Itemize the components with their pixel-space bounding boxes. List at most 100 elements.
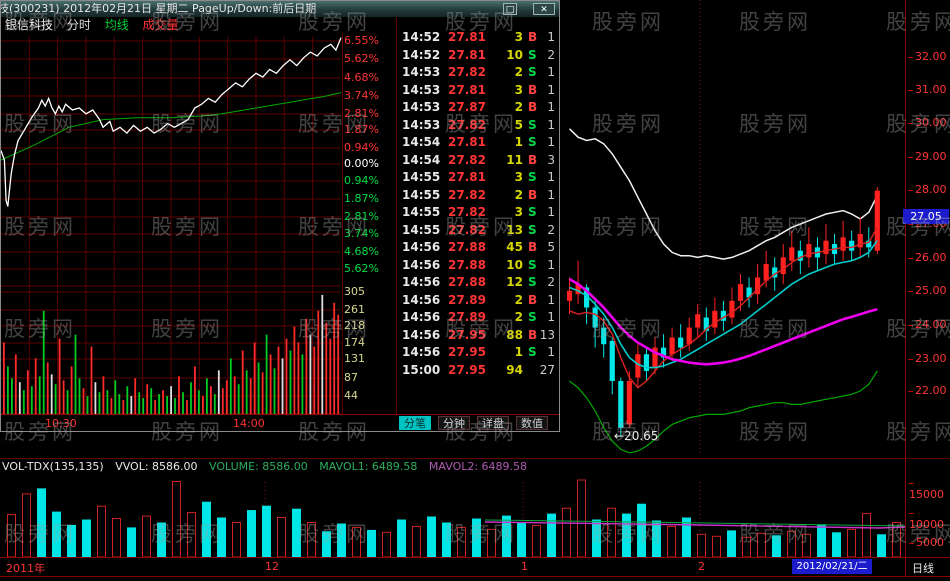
volume-bar-down — [82, 519, 91, 557]
tick-time: 14:56 — [402, 257, 441, 272]
volume-axis-label: 261 — [344, 303, 365, 316]
intraday-volume-bar — [245, 370, 248, 414]
tab-2[interactable]: 分钟 — [438, 416, 470, 430]
daily-candlestick-chart[interactable] — [560, 0, 906, 458]
intraday-volume-bar — [198, 390, 200, 414]
volume-bar-down — [817, 524, 826, 557]
candle-body — [618, 380, 624, 428]
intraday-volume-bar — [329, 338, 332, 414]
toolbar-item-chengjiaoliang[interactable]: 成交量 — [142, 18, 179, 32]
volume-bar-down — [622, 513, 631, 557]
volume-bar-up — [802, 533, 811, 557]
tab-4[interactable]: 数值 — [516, 416, 548, 430]
tab-1[interactable]: 分笔 — [399, 416, 431, 430]
tick-count: 1 — [547, 82, 555, 97]
tick-time: 14:54 — [402, 152, 441, 167]
candle-body — [746, 287, 752, 298]
popup-bottom-divider — [1, 414, 559, 415]
tick-price: 27.81 — [448, 30, 486, 44]
indicator-name: VOL-TDX(135,135) — [2, 460, 104, 473]
price-axis-label: 26.00 — [908, 252, 950, 264]
toolbar-item-fenshi[interactable]: 分时 — [66, 18, 91, 32]
intraday-volume-bar — [281, 358, 284, 414]
stock-name: 银信科技 — [5, 18, 54, 32]
volume-bar-up — [187, 512, 196, 557]
ticklist-divider — [396, 18, 397, 414]
tick-count: 13 — [539, 327, 555, 342]
tick-price: 27.82 — [448, 187, 486, 202]
tick-volume: 88 — [506, 327, 523, 342]
close-icon[interactable]: ✕ — [533, 3, 555, 15]
volume-indicator-header: VOL-TDX(135,135) VVOL: 8586.00 VOLUME: 8… — [2, 460, 535, 473]
tick-time: 14:53 — [402, 100, 441, 114]
tick-price: 27.95 — [448, 362, 486, 377]
tick-count: 1 — [547, 292, 555, 307]
vvol-value: VVOL: 8586.00 — [115, 460, 198, 473]
intraday-volume-bar — [241, 350, 244, 414]
tick-time: 14:53 — [402, 82, 441, 97]
intraday-ma-line — [1, 92, 342, 161]
intraday-volume-bar — [202, 396, 204, 414]
intraday-volume-bar — [190, 382, 192, 414]
intraday-chart[interactable] — [1, 33, 342, 414]
toolbar-item-junxian[interactable]: 均线 — [104, 18, 129, 32]
tick-price: 27.88 — [448, 240, 486, 254]
candle-body — [780, 257, 786, 275]
year-label: 2011年 — [6, 562, 45, 575]
maximize-icon[interactable]: □ — [503, 3, 517, 15]
intraday-volume-bar — [30, 386, 33, 414]
tick-side: S — [528, 117, 537, 132]
volume-bar-down — [262, 505, 271, 557]
tick-count: 3 — [547, 152, 555, 167]
candle-body — [712, 310, 718, 328]
intraday-volume-bar — [182, 392, 184, 414]
intraday-volume-bar — [22, 390, 25, 414]
intraday-volume-bar — [170, 386, 172, 414]
time-axis-label: 14:00 — [233, 417, 265, 430]
intraday-volume-bar — [7, 366, 9, 414]
tab-3[interactable]: 详盘 — [477, 416, 509, 430]
volume-bar-up — [457, 526, 466, 557]
price-axis-line — [905, 0, 906, 577]
tick-volume: 10 — [506, 257, 523, 272]
tick-row: 14:54 27.82 11 B 3 — [398, 152, 558, 169]
intraday-volume-bar — [98, 392, 101, 414]
volume-bar-up — [757, 532, 766, 557]
volume-bar-down — [322, 531, 331, 557]
tick-row: 14:56 27.89 2 S 1 — [398, 309, 558, 326]
volume-bar-up — [97, 505, 106, 557]
intraday-volume-bar — [46, 362, 49, 414]
intraday-volume-bar — [321, 294, 324, 414]
tick-time: 14:54 — [402, 135, 441, 149]
tick-count: 1 — [547, 257, 555, 272]
volume-bar-down — [367, 529, 376, 557]
tick-side: S — [528, 170, 537, 184]
popup-titlebar[interactable]: 银信科技(300231) 2012年02月21日 星期二 PageUp/Down… — [1, 1, 559, 17]
volume-axis-label: 218 — [344, 319, 365, 332]
intraday-volume-bar — [337, 314, 340, 414]
intraday-volume-bar — [206, 378, 208, 414]
volume-bar-up — [892, 522, 901, 557]
volume-bar-up — [562, 507, 571, 557]
intraday-volume-bar — [82, 388, 85, 414]
volume-bar-down — [472, 518, 481, 557]
candle-body — [609, 340, 615, 381]
tick-price: 27.82 — [448, 205, 486, 219]
volume-bar-up — [607, 507, 616, 557]
daily-volume-chart[interactable] — [0, 478, 950, 557]
mavol1-value: MAVOL1: 6489.58 — [319, 460, 418, 473]
tick-side: B — [528, 30, 538, 44]
intraday-volume-bar — [114, 380, 117, 414]
volume-bar-down — [37, 488, 46, 557]
tick-count: 2 — [547, 47, 555, 62]
candle-body — [601, 327, 607, 345]
volume-bar-down — [217, 517, 226, 557]
tick-volume: 1 — [514, 135, 523, 149]
intraday-volume-bar — [325, 322, 328, 414]
candle-body — [857, 234, 863, 248]
tick-row: 14:53 27.81 3 B 1 — [398, 82, 558, 99]
price-axis-label: 22.00 — [908, 385, 950, 397]
intraday-volume-bar — [66, 390, 69, 414]
volume-bar-up — [532, 524, 541, 557]
x-axis-line — [0, 557, 950, 558]
